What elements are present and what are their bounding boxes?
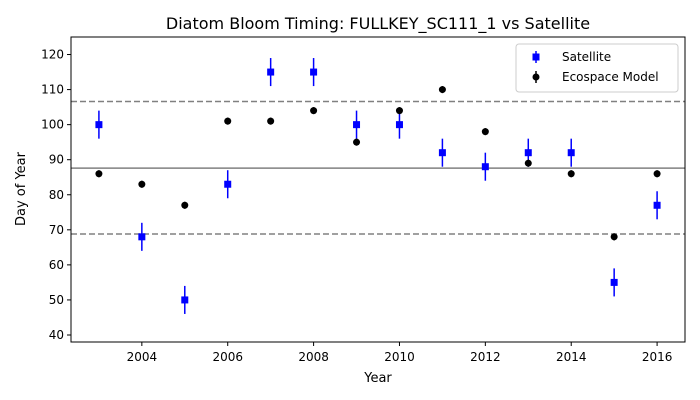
y-tick-label: 40	[49, 328, 64, 342]
data-point	[224, 117, 232, 125]
legend-label: Ecospace Model	[562, 70, 659, 84]
plot-area	[70, 36, 686, 343]
x-axis: 2004 2006 2008 2010 2012 2014 2016	[127, 342, 673, 364]
x-tick-label: 2010	[384, 350, 415, 364]
y-tick-label: 120	[41, 48, 64, 62]
y-tick-label: 70	[49, 223, 64, 237]
y-tick-label: 50	[49, 293, 64, 307]
data-point	[653, 170, 661, 178]
data-point	[438, 86, 446, 94]
data-point	[610, 278, 618, 286]
data-point	[567, 170, 575, 178]
data-point	[267, 117, 275, 125]
data-point	[481, 163, 489, 171]
y-tick-label: 110	[41, 83, 64, 97]
x-tick-label: 2012	[470, 350, 501, 364]
legend-box	[515, 43, 679, 93]
x-tick-label: 2006	[212, 350, 243, 364]
data-point	[138, 180, 146, 188]
data-point	[395, 121, 403, 129]
data-point	[181, 296, 189, 304]
data-point	[310, 68, 318, 76]
legend-marker	[532, 73, 540, 81]
y-tick-label: 100	[41, 118, 64, 132]
series-layer	[95, 58, 661, 314]
y-tick-label: 90	[49, 153, 64, 167]
x-tick-label: 2004	[127, 350, 158, 364]
data-point	[610, 233, 618, 241]
data-point	[395, 107, 403, 115]
data-point	[524, 159, 532, 167]
y-axis-label: Day of Year	[14, 151, 29, 226]
data-point	[353, 138, 361, 146]
data-point	[438, 149, 446, 157]
data-point	[224, 180, 232, 188]
data-point	[524, 149, 532, 157]
data-point	[267, 68, 275, 76]
x-tick-label: 2016	[642, 350, 673, 364]
x-axis-label: Year	[363, 371, 392, 386]
y-tick-label: 80	[49, 188, 64, 202]
chart-title: Diatom Bloom Timing: FULLKEY_SC111_1 vs …	[166, 14, 590, 34]
x-tick-label: 2008	[298, 350, 329, 364]
series-2	[95, 86, 661, 241]
data-point	[95, 121, 103, 129]
data-point	[653, 201, 661, 209]
x-tick-label: 2014	[556, 350, 587, 364]
legend-marker	[532, 53, 540, 61]
data-point	[181, 201, 189, 209]
reference-lines	[71, 100, 685, 235]
data-point	[310, 107, 318, 115]
series-1	[95, 58, 661, 314]
y-axis: 40 50 60 70 80 90 100 110 120	[41, 48, 71, 342]
data-point	[95, 170, 103, 178]
legend-label: Satellite	[562, 50, 611, 64]
data-point	[481, 128, 489, 136]
legend: Satellite Ecospace Model	[515, 43, 679, 93]
data-point	[138, 233, 146, 241]
data-point	[567, 149, 575, 157]
data-point	[353, 121, 361, 129]
y-tick-label: 60	[49, 258, 64, 272]
